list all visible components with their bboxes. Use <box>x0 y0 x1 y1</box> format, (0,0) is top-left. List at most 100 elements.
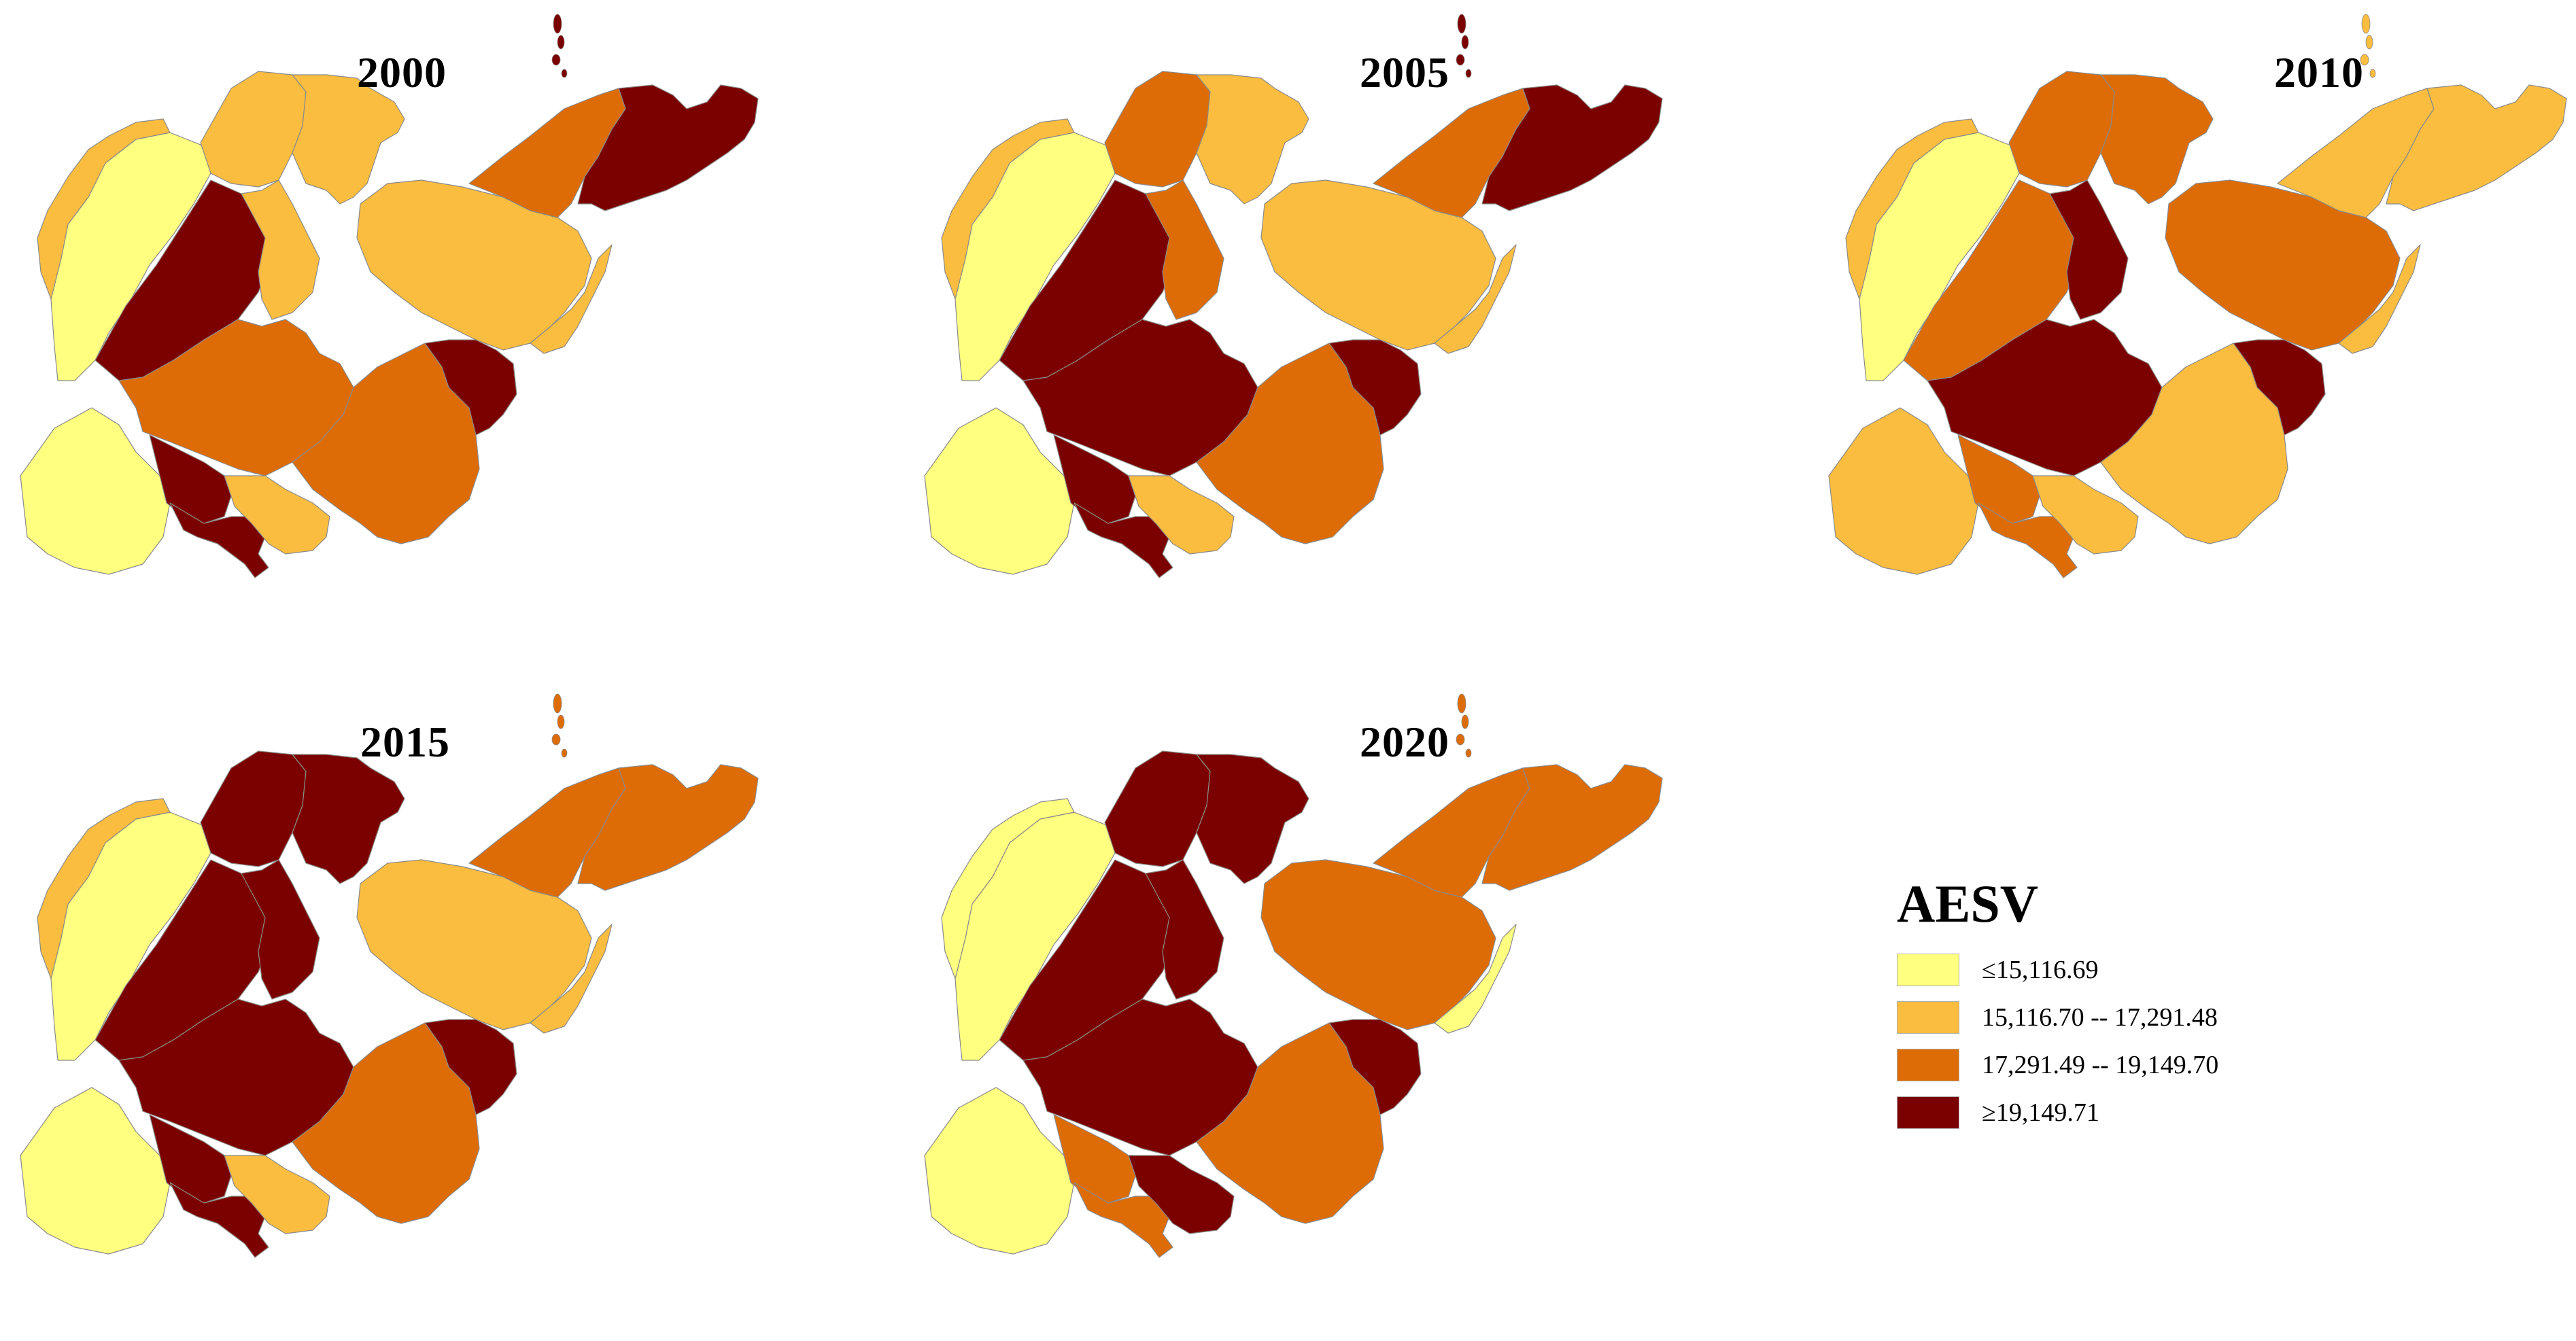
map-region <box>1145 179 1224 320</box>
map-region <box>200 71 307 188</box>
year-label: 2005 <box>1360 48 1449 97</box>
island <box>551 733 561 746</box>
island <box>1457 14 1466 34</box>
year-label: 2010 <box>2274 48 2364 97</box>
map-region <box>1434 244 1517 354</box>
map-region <box>577 764 759 891</box>
legend-title: AESV <box>1897 874 2039 933</box>
island <box>2369 69 2376 78</box>
legend-item: 17,291.49 -- 19,149.70 <box>1897 1049 2373 1084</box>
map-region <box>1074 502 1173 578</box>
map-region <box>1053 434 1136 524</box>
map-region <box>1845 118 1979 300</box>
map-region <box>169 502 269 578</box>
island <box>557 35 565 50</box>
island <box>2365 35 2373 50</box>
map-region <box>2386 84 2567 211</box>
map-region <box>241 859 320 1000</box>
map-region <box>924 407 1075 575</box>
map-region <box>2233 339 2326 436</box>
map-region <box>200 750 307 867</box>
map-region <box>424 339 517 436</box>
map-region <box>1481 84 1663 211</box>
map-region <box>1260 179 1496 351</box>
island <box>553 693 562 714</box>
year-label: 2015 <box>360 718 450 766</box>
map-region <box>1328 1019 1422 1115</box>
province-map <box>1828 14 2567 578</box>
map-region <box>1328 339 1422 436</box>
map-panel-2015: 2015 <box>0 680 775 1258</box>
map-region <box>169 1182 269 1258</box>
legend-label: ≥19,149.71 <box>1982 1098 2099 1127</box>
island <box>1465 748 1472 758</box>
map-region <box>2008 71 2115 188</box>
island <box>553 14 562 34</box>
legend-item: ≥19,149.71 <box>1897 1096 2373 1132</box>
legend-item: 15,116.70 -- 17,291.48 <box>1897 1001 2373 1037</box>
map-region <box>37 118 171 300</box>
legend-swatch <box>1897 1049 1959 1081</box>
island <box>2361 14 2371 34</box>
map-region <box>1828 407 1979 575</box>
map-region <box>2100 74 2214 205</box>
map-panel-2000: 2000 <box>0 0 775 578</box>
year-label: 2000 <box>357 48 447 97</box>
map-region <box>530 244 613 354</box>
island <box>1461 714 1469 729</box>
map-region <box>1978 502 2078 578</box>
map-panel-2005: 2005 <box>904 0 1679 578</box>
map-region <box>941 118 1075 300</box>
map-region <box>149 434 232 524</box>
island <box>1457 693 1466 714</box>
legend-swatch <box>1897 1001 1959 1034</box>
island <box>1456 733 1465 746</box>
map-region <box>356 859 592 1030</box>
legend-label: ≤15,116.69 <box>1982 956 2099 984</box>
map-region <box>37 798 171 979</box>
map-region <box>292 74 405 205</box>
map-region <box>1957 434 2040 524</box>
island <box>2360 54 2369 66</box>
map-region <box>1053 1114 1136 1204</box>
legend-label: 15,116.70 -- 17,291.48 <box>1982 1003 2218 1032</box>
year-label: 2020 <box>1360 718 1449 766</box>
island <box>1456 54 1465 66</box>
legend-swatch <box>1897 954 1959 986</box>
map-region <box>2049 179 2129 320</box>
map-region <box>1196 74 1309 205</box>
legend: AESV ≤15,116.69 15,116.70 -- 17,291.48 1… <box>1897 873 2373 1159</box>
island <box>561 748 568 758</box>
island <box>557 714 565 729</box>
map-region <box>424 1019 517 1115</box>
island <box>1465 69 1472 78</box>
map-region <box>241 179 320 320</box>
map-region <box>20 1087 171 1255</box>
map-region <box>1434 924 1517 1034</box>
map-region <box>530 924 613 1034</box>
legend-item: ≤15,116.69 <box>1897 954 2373 989</box>
legend-label: 17,291.49 -- 19,149.70 <box>1982 1051 2219 1079</box>
map-region <box>1128 475 1235 555</box>
map-region <box>224 475 330 555</box>
island <box>551 54 561 66</box>
province-map <box>924 693 1663 1258</box>
province-map <box>20 693 759 1258</box>
map-region <box>1196 754 1309 884</box>
map-region <box>1260 859 1496 1030</box>
island <box>1461 35 1469 50</box>
province-map <box>20 14 759 578</box>
map-region <box>2165 179 2401 351</box>
map-region <box>1104 750 1211 867</box>
map-region <box>1481 764 1663 891</box>
map-panel-2010: 2010 <box>1808 0 2576 578</box>
map-region <box>1128 1155 1235 1234</box>
map-region <box>292 754 405 884</box>
map-region <box>149 1114 232 1204</box>
island <box>561 69 568 78</box>
map-region <box>356 179 592 351</box>
map-region <box>577 84 759 211</box>
legend-swatch <box>1897 1096 1959 1129</box>
map-region <box>1104 71 1211 188</box>
map-region <box>1074 1182 1173 1258</box>
